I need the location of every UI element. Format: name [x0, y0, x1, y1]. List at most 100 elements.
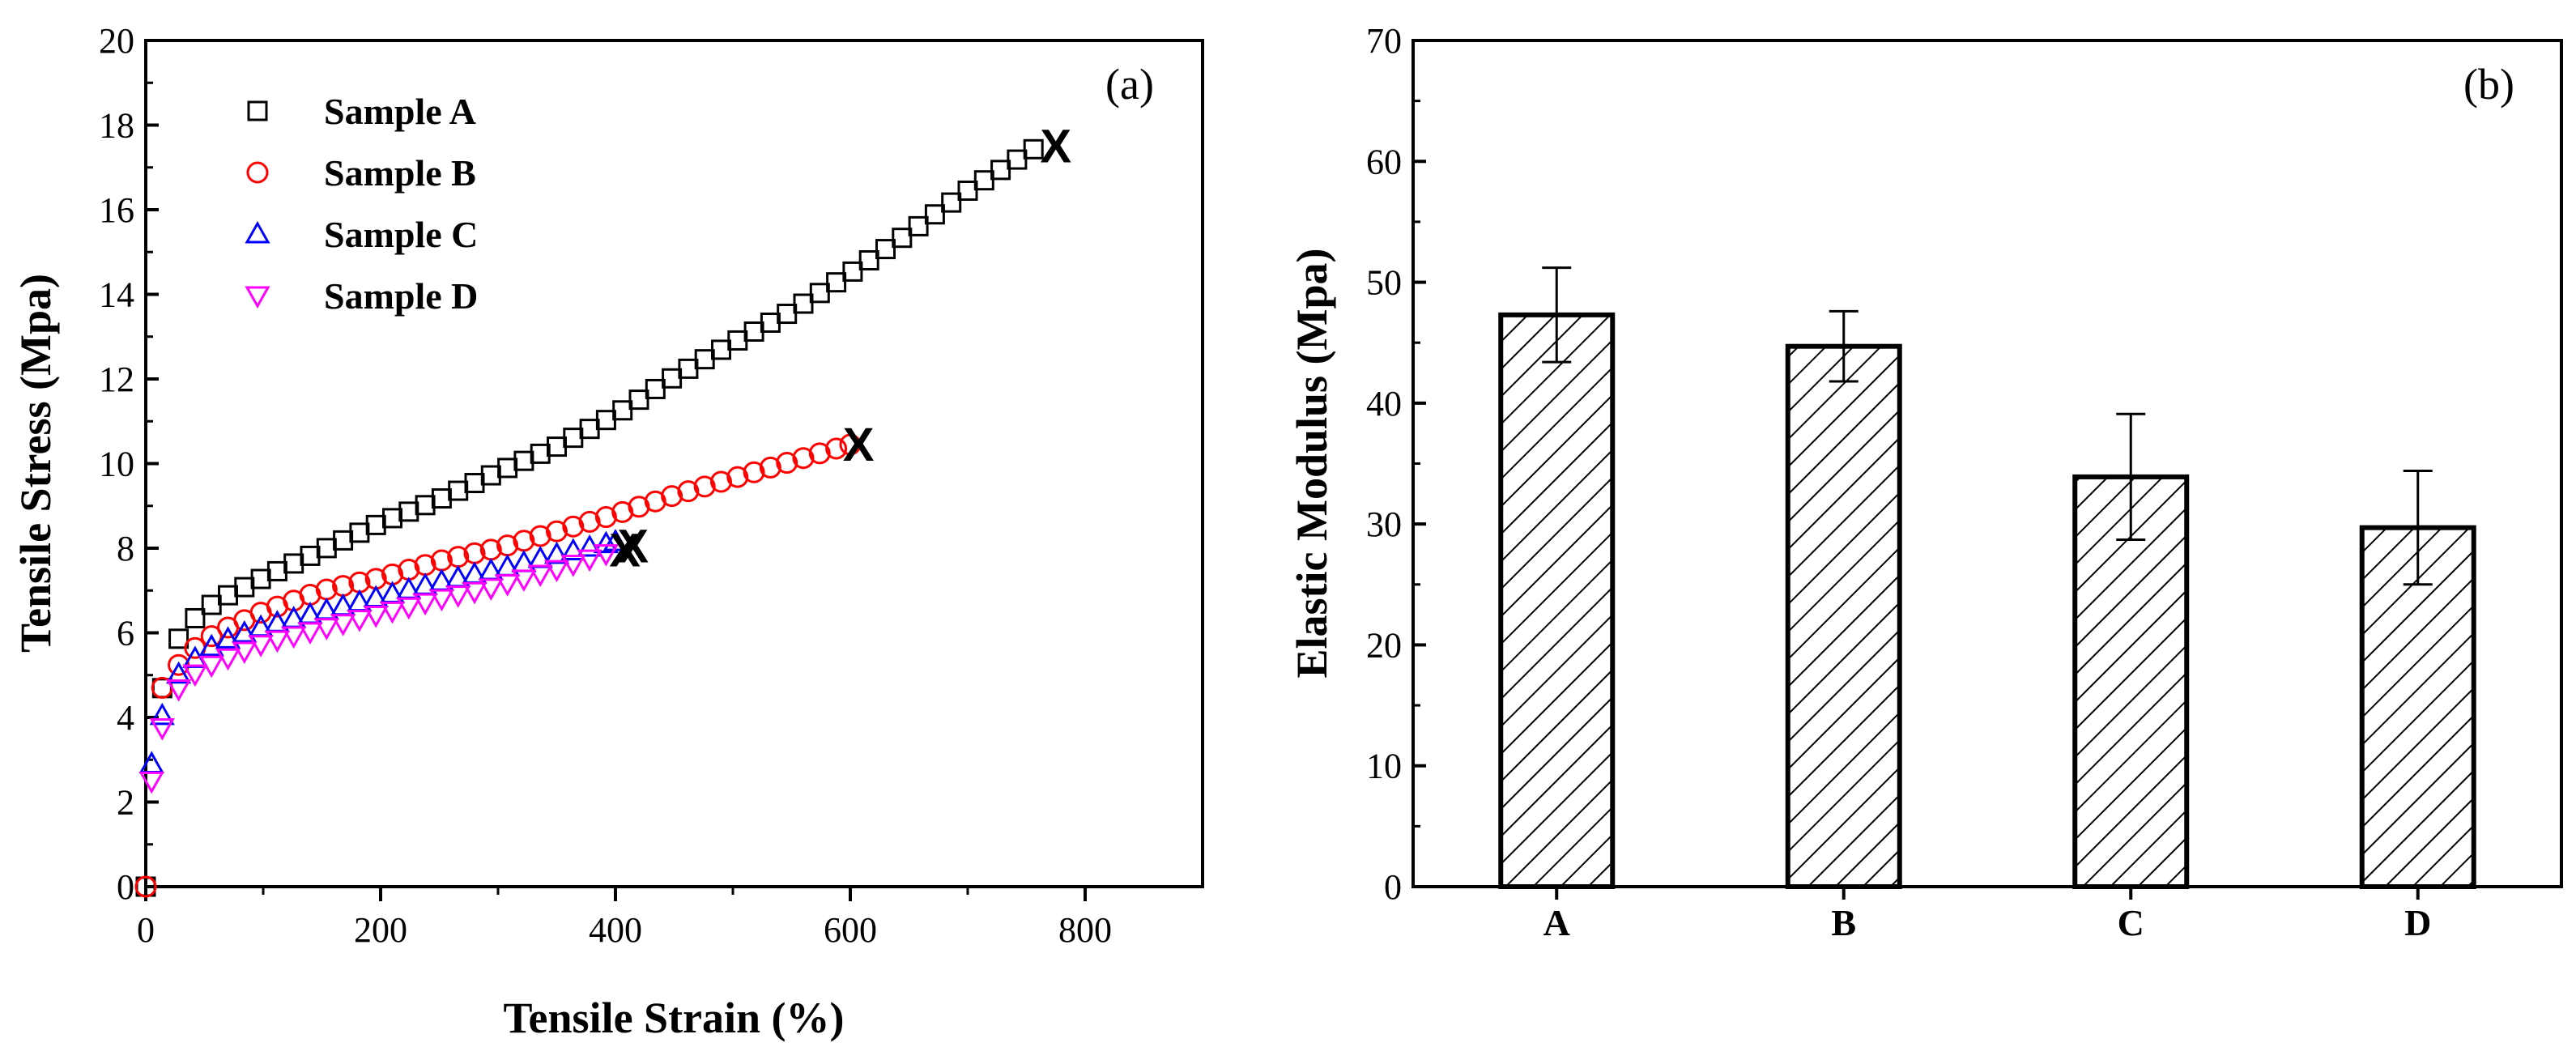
break-mark: X [1040, 121, 1071, 173]
data-point [1023, 138, 1044, 160]
data-point [612, 400, 633, 421]
data-point [743, 461, 765, 483]
legend-entry: Sample A [247, 91, 476, 132]
category-label: D [2404, 902, 2431, 943]
panel-a-x-axis: 0 200 400 600 800 [137, 887, 1112, 950]
legend-label: Sample C [324, 214, 478, 255]
y-tick-label: 40 [1366, 384, 1402, 423]
data-point [602, 529, 628, 551]
panel-a-y-axis: 0 2 4 6 8 10 12 14 16 18 20 [99, 21, 159, 907]
data-point [168, 628, 189, 649]
panel-a-y-axis-title: Tensile Stress (Mpa) [11, 274, 60, 653]
panel-b-x-axis: A B C D [1543, 887, 2431, 943]
data-point [398, 501, 419, 522]
data-point [396, 597, 422, 620]
data-point [726, 466, 749, 488]
data-point [264, 630, 290, 653]
data-point [693, 475, 716, 498]
y-tick-label: 20 [1366, 625, 1402, 665]
data-point [495, 574, 521, 597]
bar-D [2359, 469, 2476, 889]
data-point [839, 433, 862, 456]
data-point [198, 655, 224, 679]
legend-marker [245, 220, 270, 244]
data-point [858, 249, 879, 270]
data-point [134, 875, 157, 898]
y-tick-label: 18 [99, 106, 134, 146]
y-tick-label: 10 [99, 445, 134, 484]
data-point [215, 626, 241, 649]
data-point [511, 569, 537, 592]
legend-marker [246, 161, 269, 184]
data-point [825, 437, 848, 460]
data-point [792, 447, 815, 470]
x-tick-label: 200 [354, 910, 407, 950]
data-point [562, 515, 585, 538]
data-point [560, 555, 586, 577]
data-point [842, 261, 863, 282]
panel-b-bars [1498, 266, 2476, 890]
data-point [546, 520, 568, 543]
data-point [628, 389, 649, 411]
data-point [232, 619, 258, 643]
data-point [776, 452, 798, 475]
panel-b-y-axis-title: Elastic Modulus (Mpa) [1288, 248, 1336, 678]
y-tick-label: 4 [117, 698, 134, 738]
data-point [579, 419, 600, 440]
data-point [777, 304, 798, 325]
data-point [412, 593, 438, 616]
y-tick-label: 14 [99, 275, 134, 315]
data-point [941, 192, 962, 213]
data-point [365, 514, 386, 535]
bar-A [1498, 266, 1616, 889]
data-point [363, 605, 389, 628]
data-point [149, 702, 175, 726]
category-label: C [2118, 902, 2144, 943]
y-tick-label: 16 [99, 190, 134, 230]
legend-label: Sample A [324, 91, 476, 132]
data-point [248, 635, 274, 658]
data-point [478, 578, 504, 601]
data-point [382, 508, 402, 529]
data-point [200, 625, 223, 648]
category-label: A [1543, 902, 1570, 943]
bar [2359, 525, 2476, 889]
data-point [677, 480, 700, 503]
data-point [313, 618, 339, 641]
break-mark: X [617, 520, 649, 572]
data-point [234, 577, 255, 598]
data-point [445, 585, 471, 608]
data-point [480, 465, 501, 486]
data-point [711, 339, 731, 360]
x-tick-label: 400 [589, 910, 642, 950]
data-point [543, 560, 570, 583]
category-label: B [1831, 902, 1856, 943]
data-point [198, 633, 224, 657]
data-point [379, 601, 406, 624]
bar [1498, 312, 1616, 889]
data-point [710, 470, 732, 493]
data-point [924, 204, 945, 225]
panel-a-series [134, 138, 1044, 898]
series-sample-d [138, 544, 619, 794]
bar-C [2072, 412, 2190, 890]
data-point [182, 664, 208, 687]
data-point [743, 321, 764, 342]
data-point [973, 170, 994, 191]
series-sample-c [138, 529, 628, 773]
legend-entry: Sample B [246, 152, 476, 194]
data-point [215, 648, 241, 671]
y-tick-label: 6 [117, 614, 134, 653]
data-point [232, 641, 258, 665]
data-point [892, 228, 913, 249]
y-tick-label: 2 [117, 783, 134, 823]
series-sample-b [134, 433, 862, 898]
legend-marker [247, 100, 268, 121]
panel-a-x-axis-title: Tensile Strain (%) [503, 994, 844, 1042]
data-point [415, 495, 436, 516]
data-point [316, 538, 337, 559]
y-tick-label: 8 [117, 529, 134, 568]
